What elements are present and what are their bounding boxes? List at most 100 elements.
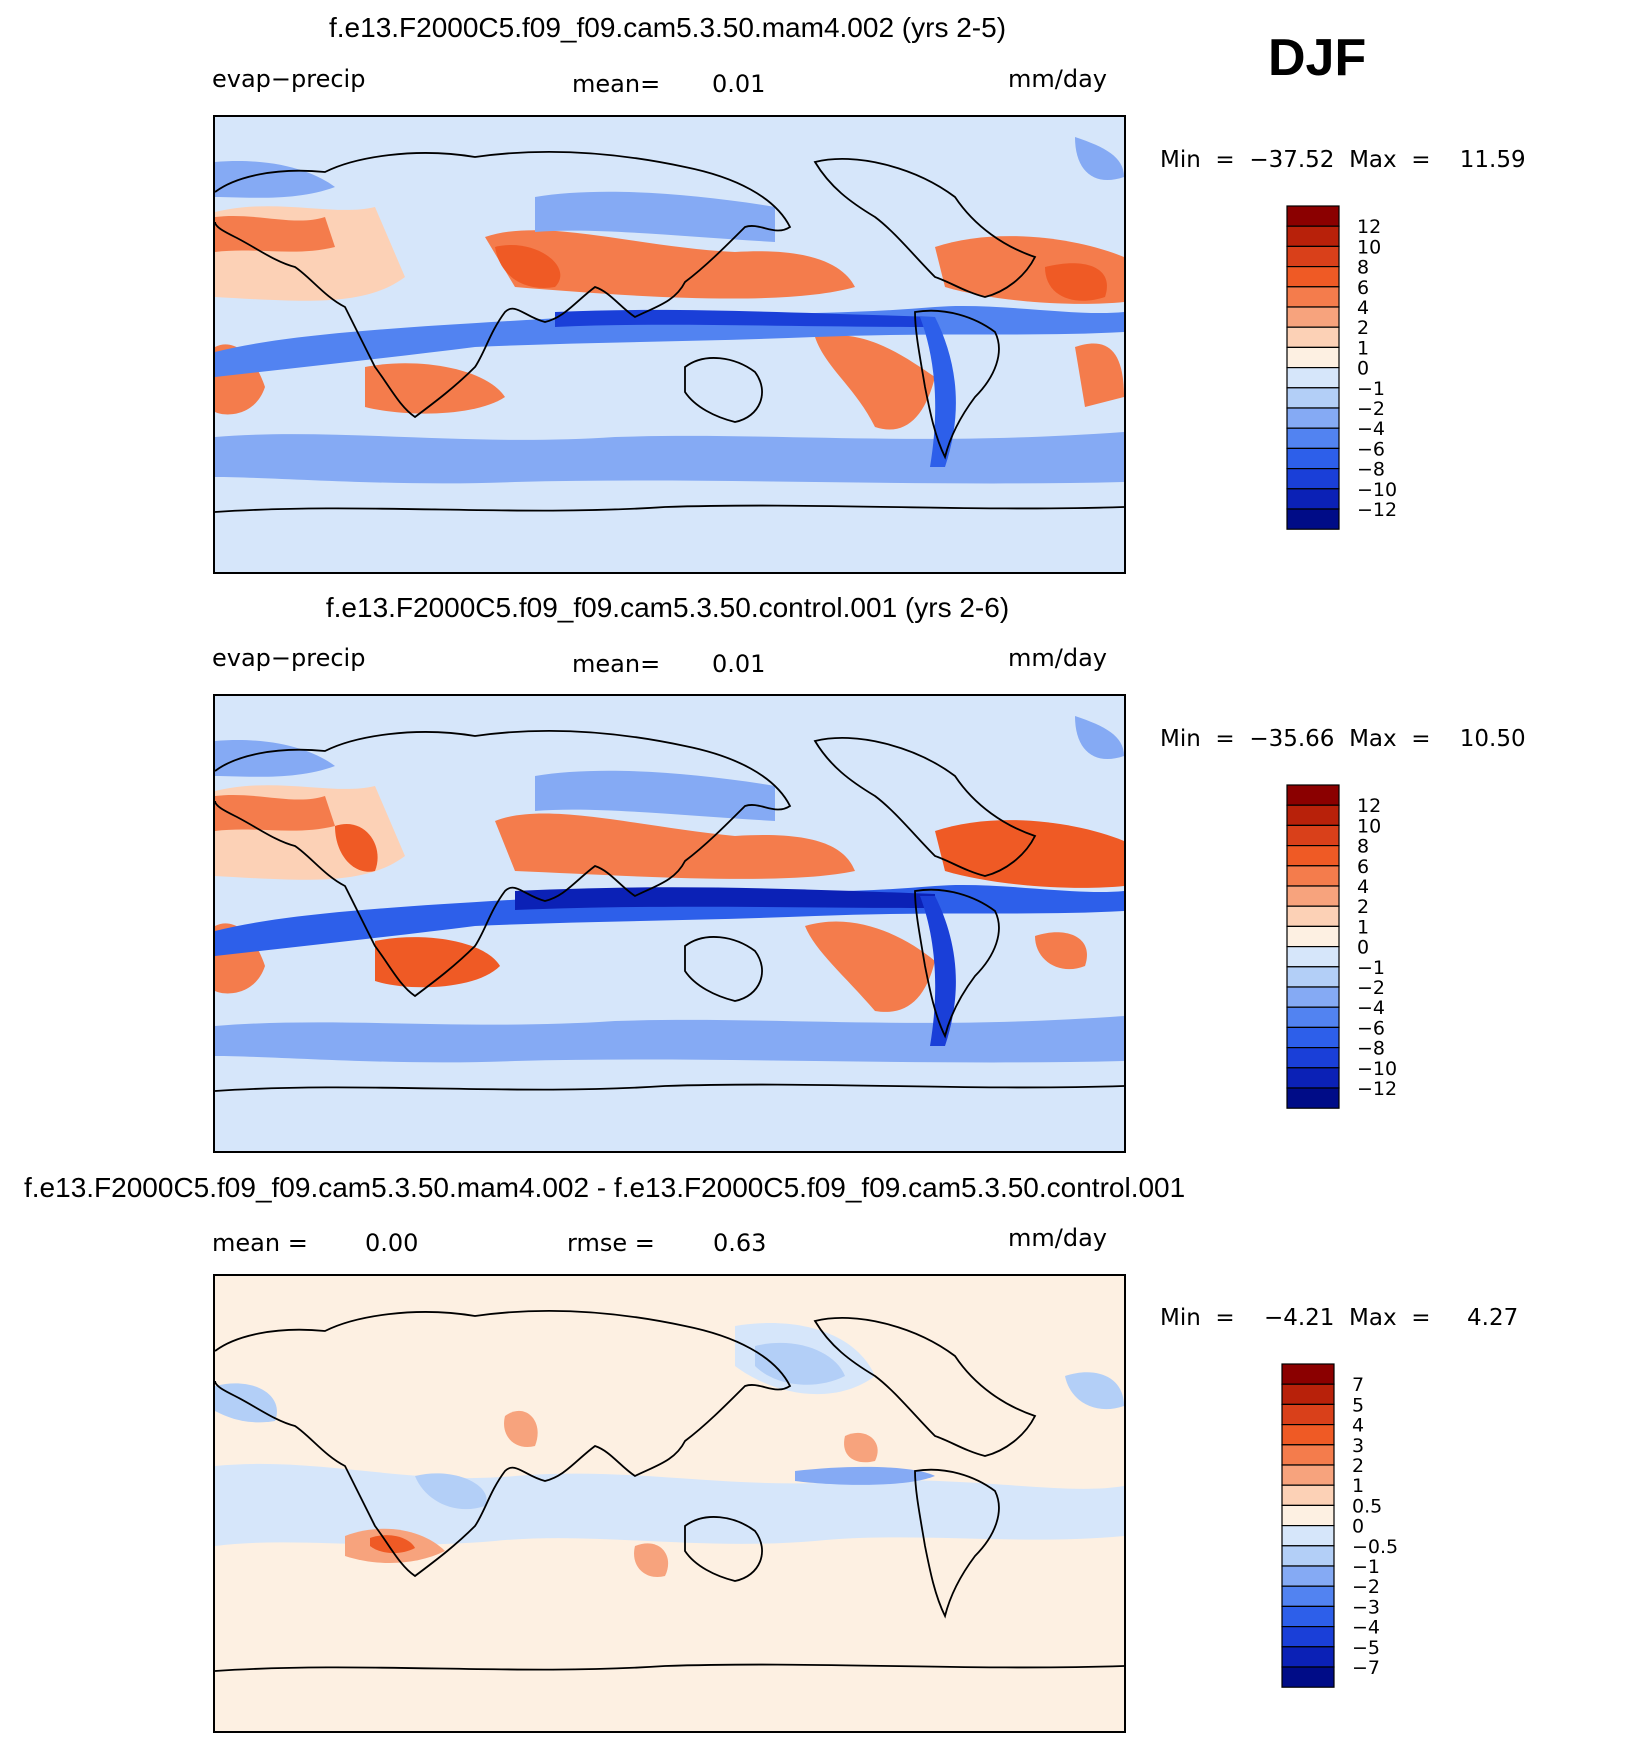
colorbar-box	[1286, 488, 1340, 510]
colorbar-box	[1286, 306, 1340, 328]
field-contour-region	[375, 937, 500, 988]
colorbar-box	[1286, 225, 1340, 248]
colorbar-box	[1281, 1626, 1335, 1648]
coastline	[684, 936, 763, 1002]
coastline	[914, 309, 1000, 460]
colorbar-tick-label: −6	[1357, 438, 1385, 460]
colorbar-box	[1286, 844, 1340, 867]
colorbar-tick-label: 0	[1357, 358, 1369, 380]
colorbar-tick-label: −2	[1357, 977, 1385, 999]
field-contour-region	[1045, 263, 1107, 301]
field-contour-region	[920, 896, 956, 1046]
colorbar-box	[1281, 1444, 1335, 1466]
coastline	[215, 1083, 1124, 1092]
colorbar-box	[1281, 1363, 1335, 1385]
colorbar-box	[1286, 407, 1340, 429]
field-contour-region	[515, 887, 935, 910]
colorbar-box	[1286, 367, 1340, 389]
coastline	[813, 158, 1037, 298]
colorbar-box	[1281, 1646, 1335, 1668]
panel2-map	[213, 694, 1126, 1153]
colorbar-box	[1286, 966, 1340, 988]
colorbar-tick-label: 6	[1357, 856, 1369, 878]
field-contour-region	[1065, 1372, 1124, 1410]
colorbar-tick-label: −12	[1357, 1078, 1397, 1100]
colorbar-tick-label: −4	[1357, 997, 1385, 1019]
colorbar-tick-label: −6	[1357, 1017, 1385, 1039]
colorbar-box	[1281, 1666, 1335, 1688]
colorbar-tick-label: −2	[1357, 398, 1385, 420]
field-contour-region	[215, 794, 335, 831]
colorbar-box	[1286, 1067, 1340, 1089]
field-contour-region	[495, 813, 855, 879]
field-contour-region	[1035, 932, 1087, 970]
colorbar-tick-label: 2	[1357, 896, 1369, 918]
coastline	[813, 1317, 1037, 1457]
colorbar-tick-label: 0.5	[1352, 1495, 1382, 1517]
colorbar-tick-label: −4	[1357, 418, 1385, 440]
field-contour-region	[815, 335, 935, 430]
colorbar-tick-label: 3	[1352, 1435, 1364, 1457]
panel3-mean-label: mean =	[212, 1229, 308, 1257]
field-contour-region	[215, 215, 335, 252]
colorbar-box	[1286, 1006, 1340, 1028]
panel1-map	[213, 115, 1126, 574]
coastline	[914, 888, 1000, 1039]
field-contour-region	[634, 1543, 669, 1577]
colorbar-tick-label: −4	[1352, 1617, 1380, 1639]
field-contour-region	[485, 230, 855, 299]
season-label: DJF	[1268, 29, 1367, 87]
colorbar-tick-label: 10	[1357, 815, 1381, 837]
field-contour-region	[1075, 716, 1124, 760]
colorbar-tick-label: 8	[1357, 257, 1369, 279]
coastline	[215, 504, 1124, 513]
colorbar-box	[1281, 1383, 1335, 1406]
field-contour-region	[1075, 343, 1124, 407]
colorbar-box	[1286, 986, 1340, 1008]
colorbar-tick-label: −0.5	[1352, 1536, 1398, 1558]
colorbar-tick-label: 0	[1357, 937, 1369, 959]
colorbar-box	[1281, 1525, 1335, 1547]
panel2-title: f.e13.F2000C5.f09_f09.cam5.3.50.control.…	[325, 592, 1010, 623]
colorbar-tick-label: 8	[1357, 836, 1369, 858]
panel3-rmse-label: rmse =	[567, 1229, 655, 1257]
panel1-minmax: Min = −37.52 Max = 11.59	[1160, 147, 1526, 173]
colorbar-tick-label: −1	[1357, 957, 1385, 979]
panel1-mean-label: mean=	[572, 70, 661, 98]
colorbar-box	[1281, 1403, 1335, 1426]
panel2-minmax: Min = −35.66 Max = 10.50	[1160, 726, 1526, 752]
colorbar-box	[1286, 326, 1340, 348]
panel2-colorbar: 12 10 8 6 4 2 1 0 −1 −2 −4 −6 −8 −10 −12	[1285, 783, 1465, 1143]
field-contour-region	[844, 1432, 878, 1463]
field-contour-region	[415, 1473, 487, 1510]
colorbar-tick-label: 6	[1357, 277, 1369, 299]
colorbar-tick-label: −3	[1352, 1596, 1380, 1618]
colorbar-tick-label: −8	[1357, 459, 1385, 481]
panel2-variable-label: evap−precip	[212, 644, 366, 672]
field-contour-region	[755, 1342, 845, 1385]
colorbar-box	[1281, 1585, 1335, 1607]
field-contour-region	[795, 1466, 935, 1485]
colorbar-box	[1281, 1565, 1335, 1587]
colorbar-box	[1286, 1047, 1340, 1069]
coastline	[215, 150, 792, 419]
colorbar-box	[1286, 905, 1340, 927]
colorbar-box	[1286, 1087, 1340, 1109]
field-contour-region	[805, 921, 935, 1012]
coastline	[215, 1663, 1124, 1672]
colorbar-box	[1281, 1545, 1335, 1567]
field-contour-region	[215, 432, 1124, 484]
panel2-mean-label: mean=	[572, 650, 661, 678]
colorbar-tick-label: 0	[1352, 1516, 1364, 1538]
field-contour-region	[215, 161, 335, 198]
colorbar-tick-label: 1	[1357, 916, 1369, 938]
colorbar-box	[1286, 387, 1340, 409]
colorbar-box	[1286, 946, 1340, 968]
colorbar-tick-label: −1	[1357, 378, 1385, 400]
colorbar-box	[1281, 1464, 1335, 1486]
coastline	[215, 1309, 792, 1578]
colorbar-tick-label: −1	[1352, 1556, 1380, 1578]
panel2-units: mm/day	[1008, 644, 1107, 672]
panel3-mean-value: 0.00	[365, 1229, 419, 1257]
coastline	[684, 357, 763, 423]
